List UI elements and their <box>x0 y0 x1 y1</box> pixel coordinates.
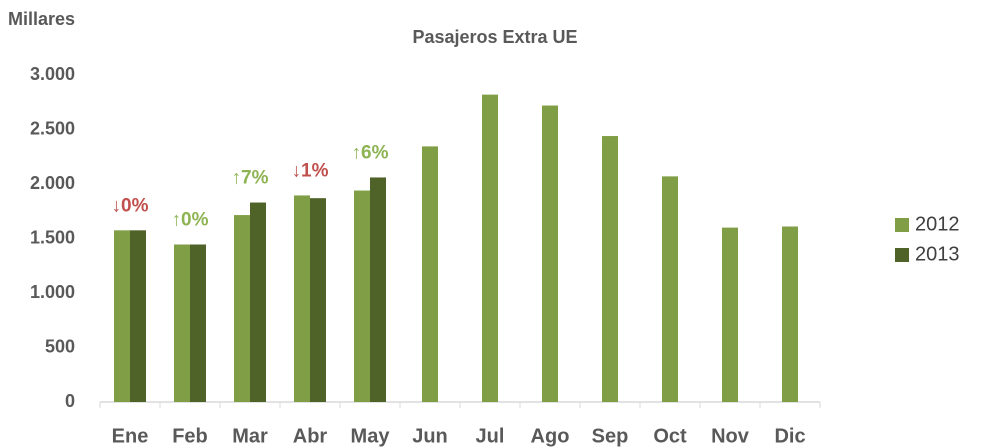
annotation: ↑6% <box>352 142 389 163</box>
x-tick-label: Nov <box>711 425 750 447</box>
x-tick-label: Feb <box>172 425 208 447</box>
y-tick-label: 1.000 <box>30 282 75 302</box>
x-tick-label: Jun <box>412 425 448 447</box>
y-tick-label: 500 <box>45 336 75 356</box>
bar <box>782 226 798 402</box>
annotation: ↑0% <box>172 210 209 231</box>
y-axis-label: Millares <box>8 9 75 29</box>
x-tick-label: May <box>351 425 391 447</box>
annotation: ↓1% <box>292 160 329 181</box>
bar <box>114 230 130 402</box>
bar <box>422 146 438 402</box>
x-tick-label: Oct <box>653 425 687 447</box>
legend-label: 2013 <box>915 243 960 265</box>
bar <box>722 227 738 402</box>
x-tick-label: Ago <box>531 425 570 447</box>
legend-swatch <box>895 248 909 262</box>
bar <box>234 215 250 402</box>
bar <box>250 202 266 402</box>
y-tick-label: 3.000 <box>30 64 75 84</box>
bar <box>542 105 558 403</box>
bar <box>310 198 326 402</box>
y-tick-label: 0 <box>65 391 75 411</box>
x-tick-label: Abr <box>293 425 328 447</box>
chart-title: Pasajeros Extra UE <box>412 27 577 47</box>
x-tick-label: Dic <box>774 425 805 447</box>
y-tick-label: 2.500 <box>30 118 75 138</box>
annotation: ↓0% <box>112 195 149 216</box>
bar <box>130 230 146 402</box>
annotation: ↑7% <box>232 168 269 189</box>
legend-swatch <box>895 218 909 232</box>
y-tick-label: 1.500 <box>30 227 75 247</box>
x-tick-label: Jul <box>476 425 505 447</box>
bar <box>482 94 498 403</box>
bar <box>602 136 618 403</box>
legend-label: 2012 <box>915 213 960 235</box>
bar <box>354 190 370 402</box>
bar <box>662 176 678 402</box>
bar <box>190 244 206 402</box>
x-tick-label: Ene <box>112 425 149 447</box>
bar <box>174 244 190 402</box>
y-tick-label: 2.000 <box>30 173 75 193</box>
bar <box>294 195 310 402</box>
x-tick-label: Sep <box>592 425 629 447</box>
bar <box>370 177 386 402</box>
x-tick-label: Mar <box>232 425 268 447</box>
